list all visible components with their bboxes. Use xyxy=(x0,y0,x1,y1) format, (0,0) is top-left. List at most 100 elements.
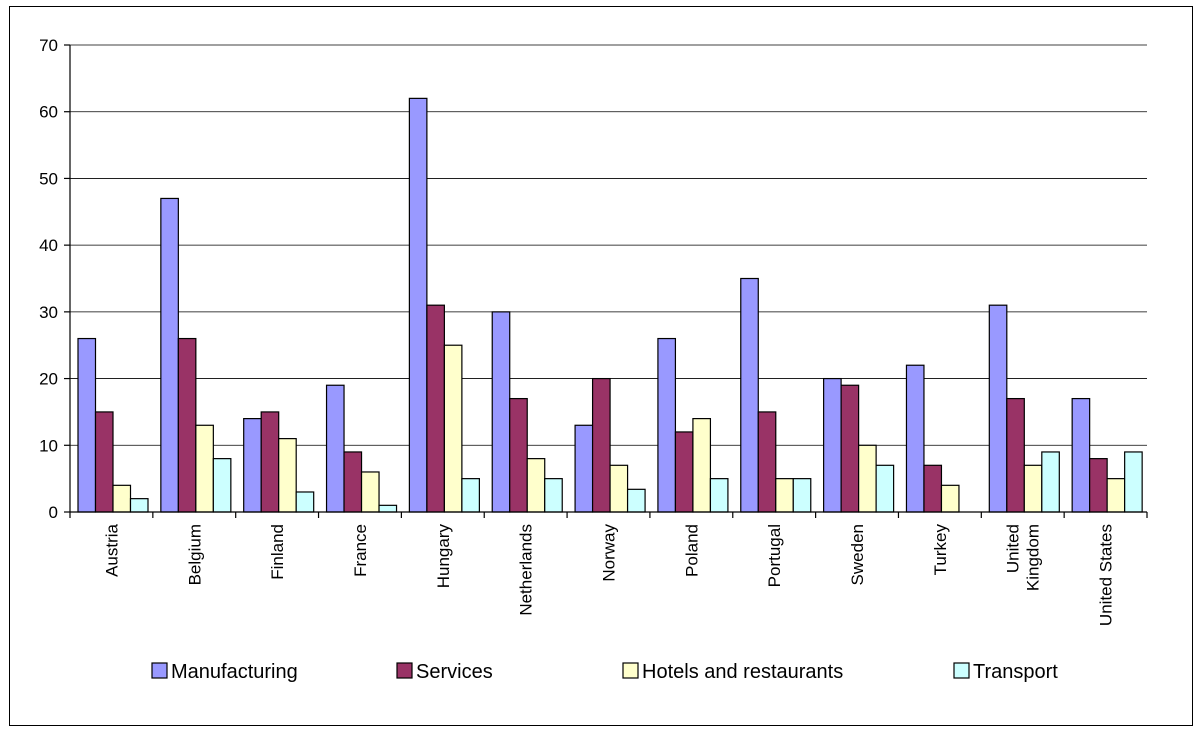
y-tick-label: 40 xyxy=(39,236,58,255)
bar xyxy=(858,444,877,513)
bar xyxy=(940,484,960,513)
bar xyxy=(408,97,428,513)
category-label: Sweden xyxy=(848,524,867,585)
bar xyxy=(77,337,97,513)
bar xyxy=(657,337,677,513)
category-label-line: Finland xyxy=(268,524,287,580)
category-label: United Kingdom xyxy=(1004,524,1043,591)
axes xyxy=(64,44,1148,518)
bar xyxy=(1089,458,1108,513)
bar xyxy=(1006,397,1025,513)
bar xyxy=(260,411,280,513)
bar xyxy=(278,438,297,513)
bar xyxy=(426,304,445,513)
category-label-line: Kingdom xyxy=(1024,524,1043,591)
bar xyxy=(775,478,794,513)
y-tick-label: 10 xyxy=(39,436,58,455)
bar xyxy=(757,411,777,513)
legend-label: Services xyxy=(416,661,493,683)
category-label-line: Turkey xyxy=(931,524,950,576)
bar xyxy=(491,311,511,513)
category-label-line: United States xyxy=(1097,524,1116,626)
bar xyxy=(905,364,925,513)
category-label-line: Norway xyxy=(600,524,619,582)
category-label-line: Sweden xyxy=(848,524,867,585)
category-label: Finland xyxy=(268,524,287,580)
bar xyxy=(1041,451,1060,513)
legend-swatch xyxy=(151,662,168,679)
bar xyxy=(526,458,546,513)
bar xyxy=(875,464,895,513)
bar xyxy=(112,484,132,513)
y-tick-label: 30 xyxy=(39,303,58,322)
category-label: France xyxy=(351,524,370,577)
category-label-line: Netherlands xyxy=(517,524,536,616)
category-label: Turkey xyxy=(931,524,950,576)
bar xyxy=(674,431,694,513)
bars xyxy=(77,97,1143,513)
y-tick-labels: 0 10 20 30 40 50 60 70 xyxy=(39,36,58,522)
y-tick-label: 50 xyxy=(39,169,58,188)
bar xyxy=(823,377,842,513)
category-label: Norway xyxy=(600,524,619,582)
category-label-line: France xyxy=(351,524,370,577)
bar xyxy=(325,384,345,513)
bar xyxy=(360,471,380,513)
category-label: Belgium xyxy=(185,524,204,585)
bar xyxy=(574,424,594,513)
bar xyxy=(1124,451,1143,513)
bar xyxy=(295,491,315,513)
legend-label: Manufacturing xyxy=(171,661,298,683)
category-label-line: Hungary xyxy=(434,524,453,589)
legend-swatch xyxy=(622,662,639,679)
category-labels: Austria Belgium Finland France Hungary Nether… xyxy=(102,523,1115,626)
category-label: United States xyxy=(1097,524,1116,626)
bar xyxy=(160,197,179,513)
category-label: Austria xyxy=(102,523,121,576)
y-tick-label: 0 xyxy=(49,503,58,522)
bar xyxy=(343,451,363,513)
bar xyxy=(195,424,214,513)
bar xyxy=(212,458,232,513)
legend: Manufacturing Services Hotels and restaura… xyxy=(151,661,1058,683)
bar xyxy=(243,418,262,513)
legend-item: Transport xyxy=(953,661,1058,683)
category-label: Portugal xyxy=(765,524,784,587)
bar xyxy=(740,277,759,513)
legend-item: Hotels and restaurants xyxy=(622,661,843,683)
bar xyxy=(177,337,197,513)
bar xyxy=(709,478,729,513)
bar xyxy=(509,397,528,513)
category-label-line: Portugal xyxy=(765,524,784,587)
bar xyxy=(792,478,812,513)
bar xyxy=(1106,478,1126,513)
legend-label: Transport xyxy=(973,661,1058,683)
y-tick-label: 60 xyxy=(39,103,58,122)
category-label-line: Austria xyxy=(102,523,121,576)
bar xyxy=(1071,397,1091,513)
legend-swatch xyxy=(953,662,970,679)
category-label-line: United xyxy=(1004,524,1023,573)
y-tick-label: 20 xyxy=(39,370,58,389)
bar xyxy=(461,478,480,513)
bar xyxy=(988,304,1008,513)
legend-swatch xyxy=(396,662,413,679)
bar xyxy=(443,344,463,513)
bar xyxy=(1023,464,1043,513)
category-label: Poland xyxy=(682,524,701,577)
bar xyxy=(626,488,646,513)
bar xyxy=(692,418,712,513)
bar xyxy=(544,478,563,513)
bar xyxy=(923,464,943,513)
legend-label: Hotels and restaurants xyxy=(642,661,843,683)
bar xyxy=(129,498,149,513)
category-label-line: Poland xyxy=(682,524,701,577)
bar xyxy=(840,384,860,513)
y-tick-label: 70 xyxy=(39,36,58,55)
legend-item: Manufacturing xyxy=(151,661,298,683)
bar xyxy=(94,411,114,513)
category-label-line: Belgium xyxy=(185,524,204,585)
category-label: Hungary xyxy=(434,524,453,589)
bar xyxy=(609,464,629,513)
